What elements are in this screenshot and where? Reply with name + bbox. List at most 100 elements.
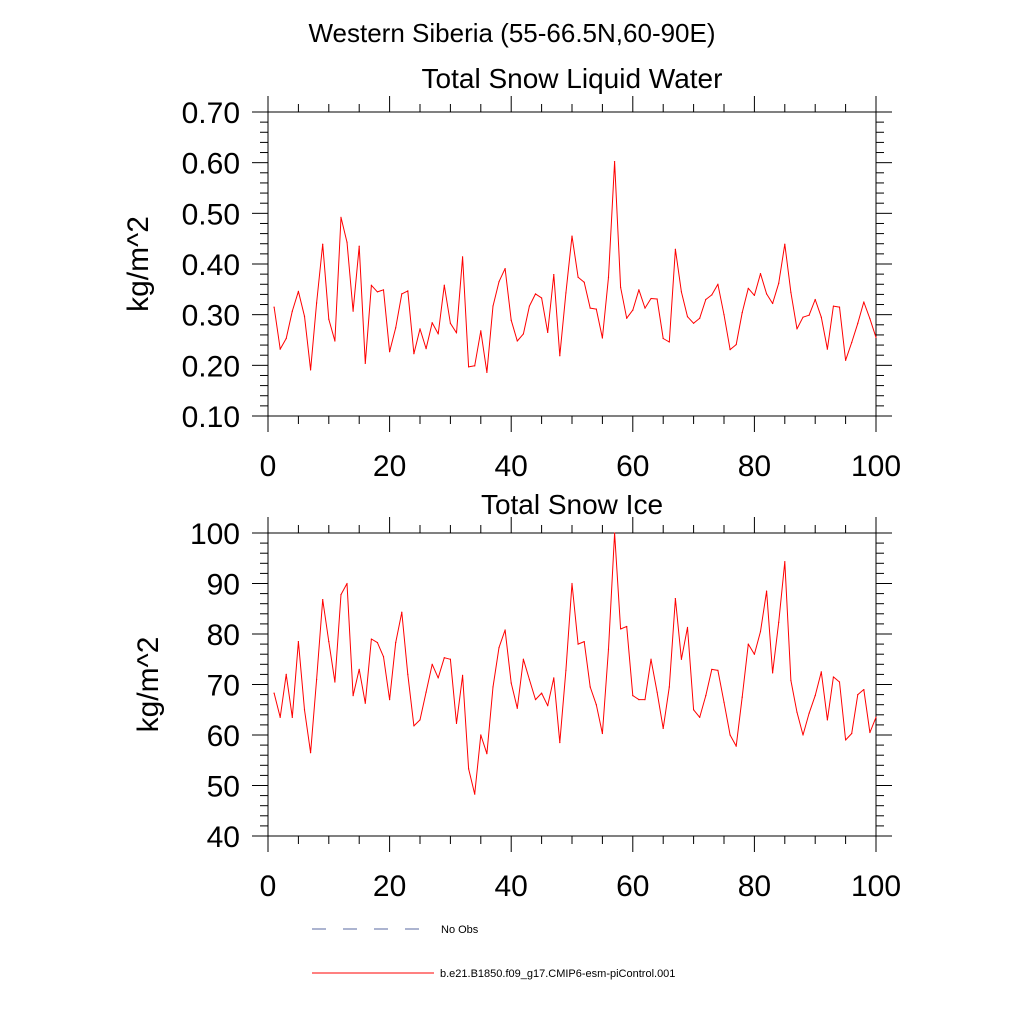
data-point [565, 669, 567, 671]
data-point [613, 532, 616, 534]
data-point [674, 248, 676, 250]
data-point [589, 307, 591, 309]
y-tick-label: 0.70 [182, 97, 240, 130]
data-point [455, 722, 458, 724]
x-tick-label: 40 [495, 450, 528, 483]
data-point [376, 291, 379, 293]
data-point [851, 732, 853, 735]
data-point [297, 290, 299, 292]
data-point [528, 305, 531, 307]
data-point [541, 297, 543, 299]
data-point [711, 294, 713, 296]
data-point [802, 316, 804, 318]
data-point [784, 561, 786, 563]
data-point [395, 641, 397, 644]
data-point [711, 668, 713, 670]
data-point [510, 319, 512, 321]
data-point [334, 340, 336, 342]
data-point [419, 719, 421, 721]
data-point [808, 314, 810, 316]
series-line [273, 532, 877, 795]
x-tick-label: 80 [738, 450, 771, 483]
data-point [461, 256, 464, 258]
data-point [863, 301, 865, 303]
data-point [680, 658, 683, 660]
legend: No Obs b.e21.B1850.f09_g17.CMIP6-esm-piCo… [312, 924, 675, 980]
data-point [753, 653, 756, 655]
data-point [443, 657, 445, 659]
data-point [322, 599, 324, 601]
data-point [431, 663, 433, 665]
data-point [626, 317, 628, 319]
data-point [589, 686, 591, 688]
data-point [571, 235, 573, 237]
data-point [717, 283, 719, 285]
y-tick-label: 80 [207, 619, 240, 652]
data-point [857, 694, 859, 696]
data-point [638, 699, 640, 701]
data-point [638, 289, 640, 291]
data-point [717, 669, 719, 671]
x-tick-label: 20 [373, 870, 406, 903]
data-point [534, 699, 537, 701]
data-point [571, 582, 573, 585]
data-point [474, 793, 476, 795]
data-point [626, 625, 628, 628]
data-point [370, 638, 372, 640]
data-point [632, 309, 634, 311]
data-point [547, 705, 549, 707]
data-point [370, 284, 372, 286]
data-point [352, 310, 354, 312]
y-tick-label: 90 [207, 569, 240, 602]
data-point [413, 353, 415, 355]
x-tick-label: 100 [851, 450, 901, 483]
data-point [273, 306, 275, 308]
data-point [407, 673, 409, 676]
plot-frame [267, 532, 877, 837]
data-point [784, 243, 786, 245]
data-point [778, 621, 780, 623]
data-point [790, 291, 792, 293]
y-tick-label: 100 [190, 518, 240, 551]
panel-title: Total Snow Ice [481, 489, 663, 520]
data-point [729, 734, 731, 736]
data-point [620, 286, 622, 288]
data-point [504, 267, 506, 270]
data-point [443, 284, 445, 286]
data-point [468, 366, 470, 368]
data-point [735, 343, 737, 346]
data-point [285, 337, 287, 340]
data-point [303, 315, 306, 317]
data-point [340, 216, 342, 218]
data-point [814, 695, 816, 697]
data-point [845, 739, 847, 741]
data-point [340, 594, 342, 596]
data-point [668, 341, 670, 343]
data-point [376, 641, 379, 644]
x-tick-label: 100 [851, 870, 901, 903]
data-point [364, 702, 366, 704]
data-point [449, 658, 451, 660]
x-tick-label: 80 [738, 870, 771, 903]
data-point [334, 681, 336, 683]
data-point [820, 671, 822, 673]
data-point [778, 282, 780, 284]
y-tick-label: 70 [207, 670, 240, 703]
legend-label: b.e21.B1850.f09_g17.CMIP6-esm-piControl.… [440, 968, 675, 980]
data-point [486, 371, 488, 374]
data-point [583, 281, 585, 283]
data-point [699, 317, 701, 319]
data-point [389, 699, 391, 701]
data-point [328, 318, 330, 320]
y-tick-label: 0.50 [182, 198, 240, 231]
data-point [644, 699, 646, 701]
data-point [656, 298, 658, 300]
data-point [401, 611, 403, 613]
data-point [328, 640, 330, 643]
y-tick-label: 50 [207, 771, 240, 804]
y-tick-label: 0.20 [182, 350, 240, 383]
data-point [309, 752, 312, 754]
data-point [437, 333, 439, 335]
data-point [772, 672, 774, 674]
data-point [753, 294, 756, 297]
